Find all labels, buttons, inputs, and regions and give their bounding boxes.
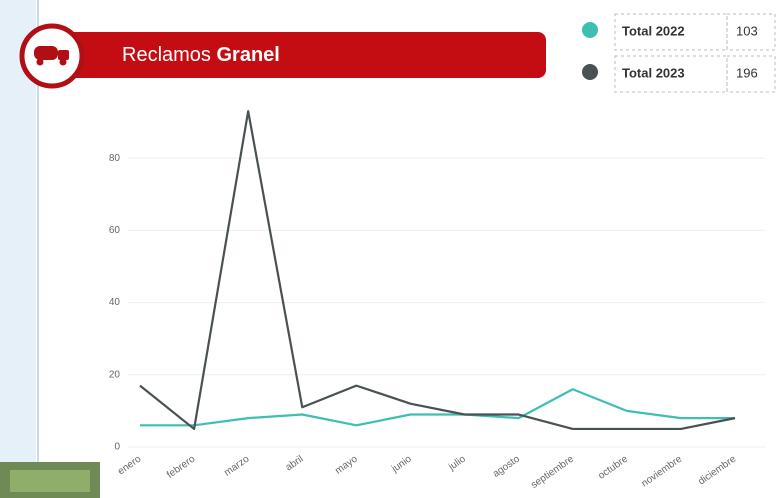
x-tick-label: noviembre (640, 453, 685, 489)
x-tick-label: octubre (596, 453, 630, 481)
x-tick-label: agosto (491, 453, 522, 479)
legend-label: Total 2023 (622, 65, 685, 80)
legend-entry: Total 2022 103 (582, 13, 776, 51)
x-tick-label: abril (284, 454, 306, 474)
legend-entry: Total 2023 196 (582, 55, 776, 93)
y-tick-label: 80 (109, 153, 121, 164)
legend-cell (726, 13, 776, 51)
title-banner (60, 32, 546, 78)
legend-total: 196 (736, 65, 758, 80)
chart-title: Reclamos Granel (122, 44, 280, 66)
y-tick-label: 40 (109, 297, 121, 308)
legend-total: 103 (736, 23, 758, 38)
series-line (139, 110, 736, 431)
side-strip (0, 0, 36, 498)
y-tick-label: 60 (109, 225, 121, 236)
series-line (140, 388, 735, 427)
legend-cell (614, 13, 728, 51)
title-bold: Granel (216, 44, 279, 66)
legend-dot (582, 22, 598, 38)
x-tick-label: febrero (165, 453, 198, 480)
legend-label: Total 2022 (622, 23, 685, 38)
legend-cell (726, 55, 776, 93)
legend-dot (582, 64, 598, 80)
truck-icon (34, 46, 69, 66)
y-tick-label: 20 (109, 369, 121, 380)
y-tick-label: 0 (114, 442, 120, 453)
thumbnail-field (10, 470, 90, 492)
legend-cell (614, 55, 728, 93)
x-tick-label: marzo (222, 453, 251, 478)
x-tick-label: mayo (333, 453, 360, 476)
x-tick-label: diciembre (696, 453, 738, 487)
x-tick-label: septiembre (529, 453, 576, 491)
title-text: Reclamos (122, 44, 211, 66)
x-tick-label: enero (116, 453, 144, 477)
x-tick-label: junio (389, 453, 414, 475)
x-tick-label: julio (446, 453, 468, 473)
